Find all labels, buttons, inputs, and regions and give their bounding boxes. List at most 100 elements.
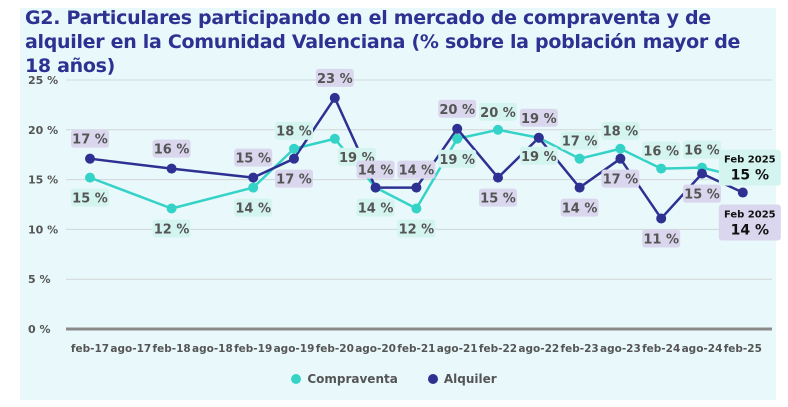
x-tick-label: ago-17 [110, 343, 151, 355]
final-annotation-bg [718, 149, 781, 186]
y-tick-label: 5 % [28, 273, 51, 286]
data-label: 17 % [603, 173, 639, 188]
final-annotation-value: 14 % [731, 223, 769, 239]
data-label: 17 % [72, 133, 108, 148]
data-label-bg [519, 108, 558, 127]
data-label-bg [601, 121, 640, 140]
x-tick-label: feb-19 [234, 343, 272, 355]
data-point-alquiler [615, 153, 626, 164]
data-label: 18 % [276, 125, 312, 140]
data-label: 19 % [521, 150, 557, 165]
data-point-compraventa [411, 203, 422, 214]
data-point-compraventa [85, 172, 95, 183]
data-label-bg [438, 99, 477, 118]
data-point-alquiler [370, 182, 381, 193]
y-tick-label: 25 % [28, 74, 58, 87]
data-label: 17 % [562, 135, 598, 150]
data-label: 20 % [439, 103, 475, 118]
data-label-bg [397, 160, 436, 179]
data-label-bg [479, 102, 517, 121]
x-tick-label: ago-18 [192, 343, 233, 355]
data-label-bg [601, 169, 640, 188]
data-label: 14 % [358, 202, 394, 217]
legend-label: Alquiler [443, 372, 497, 386]
data-point-compraventa [329, 133, 340, 144]
data-label: 14 % [562, 202, 598, 217]
y-tick-label: 15 % [28, 174, 58, 187]
y-tick-label: 0 % [28, 323, 51, 336]
data-point-alquiler [452, 123, 463, 134]
data-point-compraventa [452, 133, 463, 144]
data-label-bg [356, 160, 395, 179]
data-label: 14 % [358, 164, 394, 179]
legend-label: Compraventa [307, 372, 398, 386]
data-point-alquiler [289, 153, 299, 164]
data-point-compraventa [574, 153, 585, 164]
final-annotation-period: Feb 2025 [724, 210, 776, 221]
x-tick-label: feb-24 [642, 343, 680, 355]
y-tick-label: 20 % [28, 124, 58, 137]
data-label: 17 % [276, 173, 312, 188]
x-tick-label: feb-21 [397, 343, 435, 355]
data-point-compraventa [615, 143, 626, 154]
legend-item-compraventa: Compraventa [291, 372, 398, 386]
x-tick-label: ago-24 [682, 343, 723, 355]
data-point-alquiler [248, 172, 259, 183]
data-point-alquiler [574, 182, 585, 193]
data-point-compraventa [248, 182, 259, 193]
data-label-bg [356, 198, 395, 217]
data-label-bg [397, 219, 436, 238]
data-point-alquiler [656, 213, 667, 224]
data-label-bg [234, 148, 273, 167]
data-label: 19 % [521, 112, 557, 127]
data-point-compraventa [493, 124, 503, 135]
legend-swatch-compraventa [291, 374, 302, 384]
x-tick-label: ago-19 [274, 343, 315, 355]
data-label-bg [152, 139, 191, 158]
data-label: 20 % [480, 106, 516, 121]
data-label-bg [275, 169, 313, 188]
data-label-bg [560, 198, 599, 217]
data-point-alquiler [411, 182, 422, 193]
data-point-alquiler [697, 168, 707, 179]
data-label-bg [642, 229, 681, 248]
data-point-alquiler [533, 132, 544, 143]
final-annotation-bg [718, 204, 781, 241]
x-tick-label: ago-20 [355, 343, 396, 355]
data-label-bg [683, 140, 721, 159]
data-label-bg [642, 141, 681, 160]
data-point-compraventa [656, 163, 667, 174]
data-label-bg [275, 121, 313, 140]
data-label-bg [683, 184, 721, 203]
chart-title: G2. Particulares participando en el merc… [25, 7, 741, 77]
data-label: 19 % [439, 153, 475, 168]
data-point-alquiler [166, 163, 177, 174]
data-label-bg [315, 68, 354, 87]
x-tick-label: feb-17 [71, 343, 109, 355]
x-tick-label: feb-25 [724, 343, 762, 355]
data-point-alquiler [493, 172, 503, 183]
data-label: 18 % [603, 125, 639, 140]
data-label: 11 % [643, 232, 679, 247]
final-annotation-value: 15 % [731, 168, 769, 184]
data-label: 12 % [154, 222, 190, 237]
data-point-alquiler [737, 187, 748, 198]
data-label-bg [71, 188, 109, 207]
x-tick-label: feb-22 [479, 343, 517, 355]
data-label-bg [438, 149, 477, 168]
data-label-bg [519, 146, 558, 165]
data-label: 15 % [72, 192, 108, 207]
x-tick-label: ago-23 [600, 343, 641, 355]
x-tick-label: ago-21 [437, 343, 478, 355]
legend-item-alquiler: Alquiler [427, 372, 497, 386]
x-tick-label: feb-18 [153, 343, 191, 355]
data-label-bg [560, 131, 599, 150]
data-label-bg [71, 129, 109, 148]
data-label: 23 % [317, 72, 353, 87]
data-point-compraventa [166, 203, 177, 214]
data-point-alquiler [85, 153, 95, 164]
data-label: 15 % [480, 192, 516, 207]
legend-swatch-alquiler [427, 374, 438, 384]
data-label: 14 % [235, 202, 271, 217]
